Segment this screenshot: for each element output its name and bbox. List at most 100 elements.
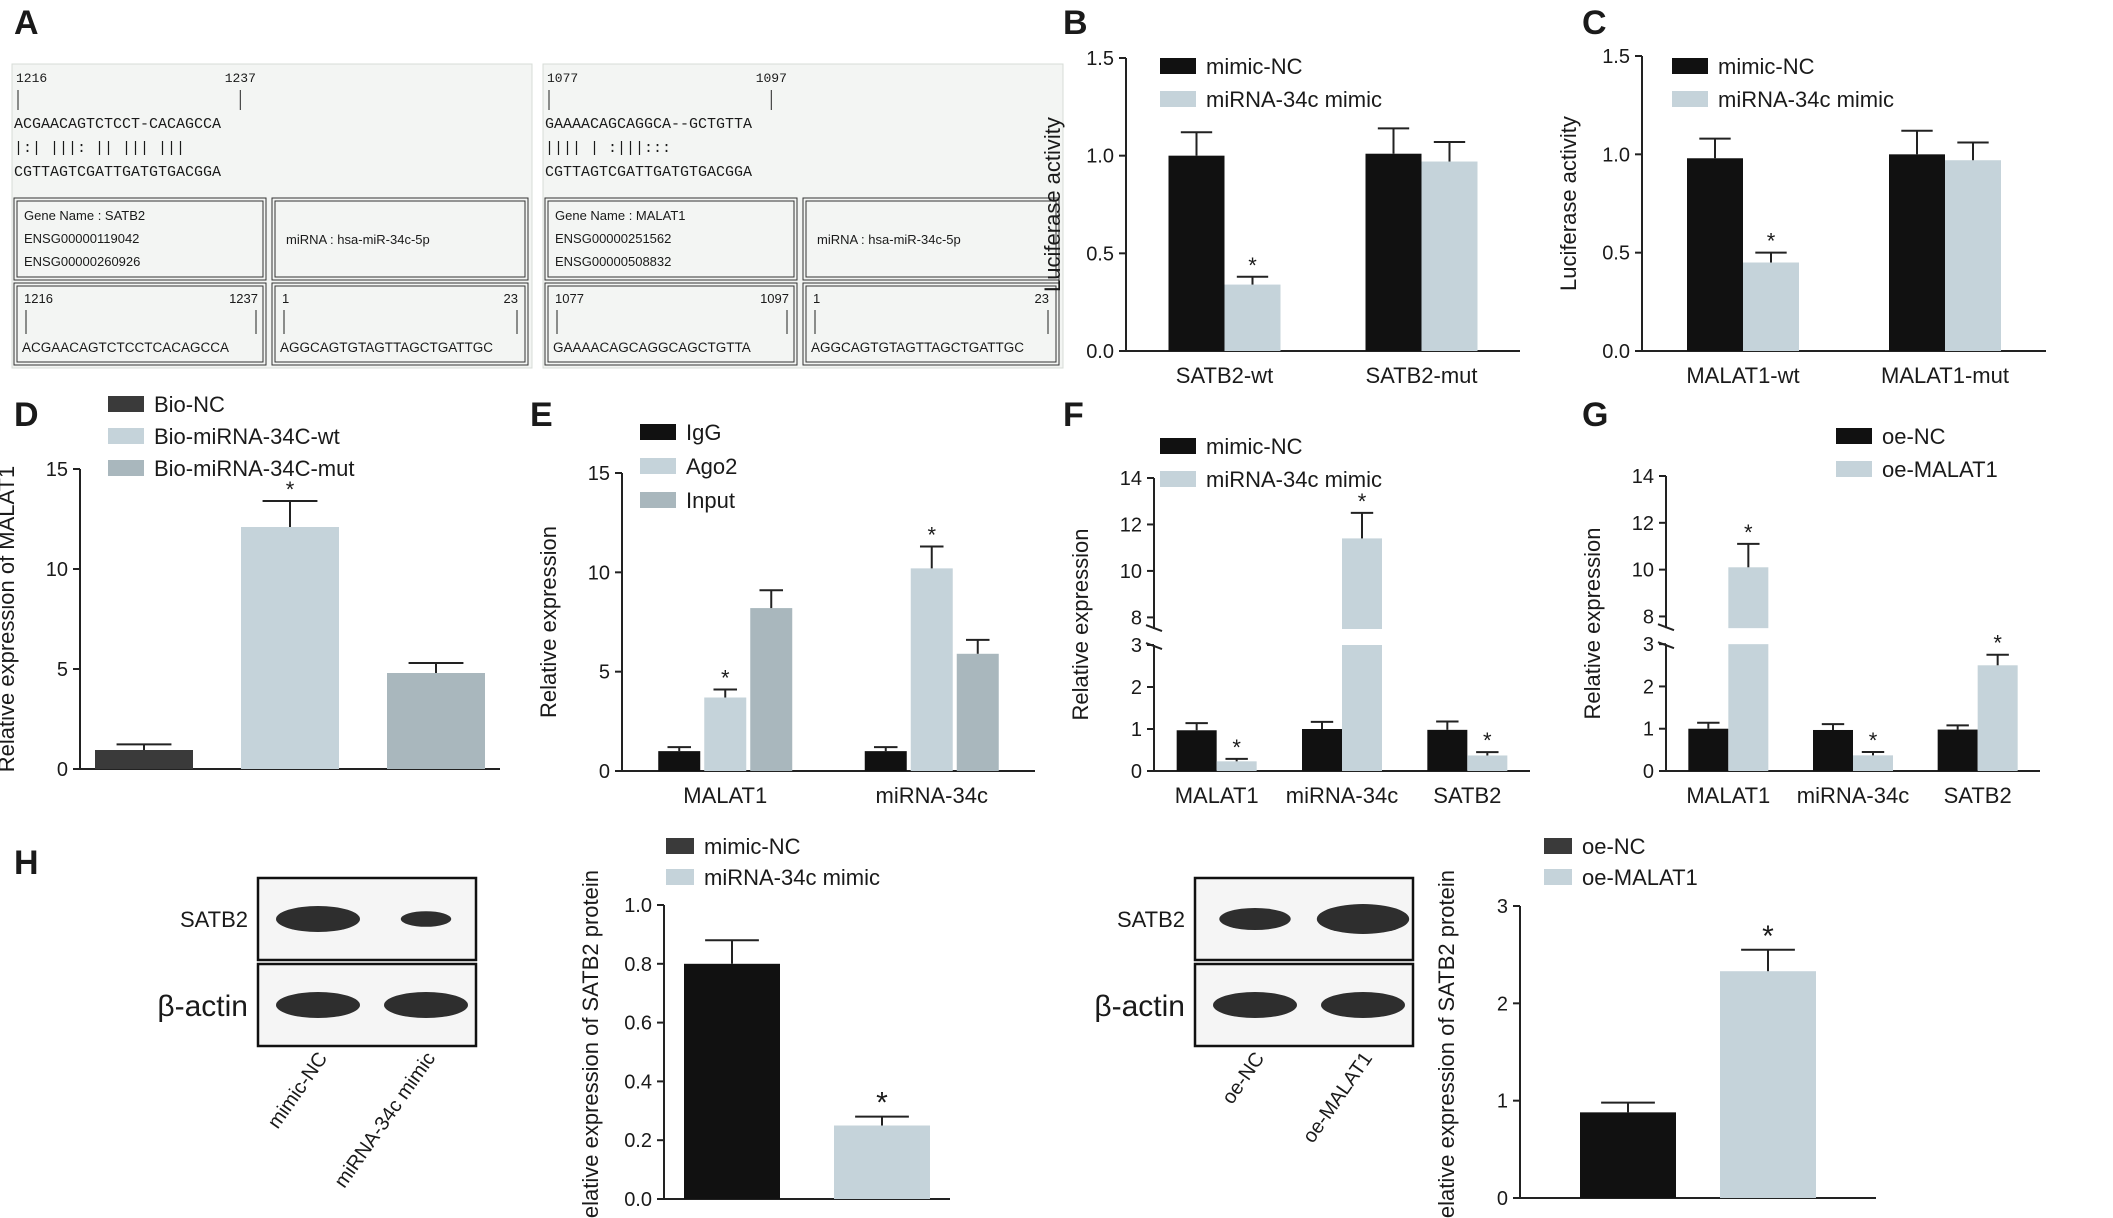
y-tick-label: 0.8 (624, 954, 652, 976)
y-tick-label: 5 (57, 659, 68, 681)
legend-swatch (640, 492, 676, 508)
bar (684, 963, 780, 1199)
legend-label: miRNA-34c mimic (1206, 87, 1382, 112)
y-tick-label: 1.5 (1086, 48, 1114, 70)
legend-swatch (640, 458, 676, 474)
y-tick-label: 1 (1131, 719, 1142, 741)
mir-end: 23 (1035, 291, 1049, 306)
bar (1302, 729, 1342, 771)
mir-start: 1 (813, 291, 820, 306)
x-tick-label: MALAT1 (1175, 783, 1259, 808)
legend-label: oe-MALAT1 (1582, 865, 1698, 890)
mirna-box-inner (805, 200, 1057, 278)
alignment-pairing: |:| |||: || ||| ||| (14, 140, 185, 157)
x-tick-label: miRNA-34c (1286, 783, 1398, 808)
legend: Bio-NC Bio-miRNA-34C-wt Bio-miRNA-34C-mut (108, 392, 354, 481)
blot-row-label: β-actin (1094, 990, 1185, 1023)
significance-star: * (1767, 229, 1776, 254)
gene-box-inner (547, 200, 795, 278)
chart-b: 0.0 0.5 1.0 1.5 Luciferase activity SATB2-wt *… (1040, 48, 1520, 388)
mirna-box (802, 197, 1060, 281)
x-tick-label: MALAT1-mut (1881, 363, 2009, 388)
y-tick-label: 2 (1643, 676, 1654, 698)
legend-label: Ago2 (686, 454, 737, 479)
significance-star: * (721, 666, 730, 691)
x-tick-label: MALAT1 (1686, 783, 1770, 808)
legend-swatch (666, 838, 694, 854)
legend: mimic-NC miRNA-34c mimic (666, 834, 880, 890)
alignment-end: 1237 (225, 71, 256, 86)
bar (1688, 728, 1729, 771)
chart-h2: 0 1 2 3 Relative expression of SATB2 protein… (1434, 834, 1876, 1218)
lane-label: mimic-NC (264, 1048, 332, 1133)
y-tick-label: 15 (46, 459, 68, 481)
y-tick-label: 0.5 (1086, 243, 1114, 265)
mir-seq-text: AGGCAGTGTAGTTAGCTGATTGC (811, 340, 1024, 355)
blot-row-label: β-actin (157, 990, 248, 1023)
gene-seq-box (13, 282, 267, 366)
legend-label: Bio-miRNA-34C-wt (154, 424, 340, 449)
legend-swatch (108, 460, 144, 476)
bar (864, 751, 907, 771)
y-tick-label: 2 (1131, 677, 1142, 699)
alignment-mirna-seq: CGTTAGTCGATTGATGTGACGGA (14, 164, 221, 181)
panel-label-e: E (530, 396, 553, 434)
axes: 0.0 0.2 0.4 0.6 0.8 1.0 Relative expression of… (578, 870, 950, 1218)
bar (1427, 729, 1468, 771)
bar (387, 673, 485, 769)
significance-star: * (927, 523, 936, 548)
bar (1813, 729, 1853, 771)
legend: oe-NC oe-MALAT1 (1836, 424, 1998, 482)
bar (658, 751, 701, 771)
lane-label: oe-MALAT1 (1299, 1048, 1377, 1147)
bar (1687, 158, 1743, 351)
legend-label: Input (686, 488, 735, 513)
seq-start: 1077 (555, 291, 584, 306)
legend: mimic-NC miRNA-34c mimic (1160, 54, 1382, 112)
axes: 0 1 2 3 Relative expression of SATB2 protein (1434, 870, 1876, 1218)
panel-label-f: F (1063, 396, 1084, 434)
x-tick-label: miRNA-34c (1797, 783, 1909, 808)
protein-band (276, 906, 360, 932)
mir-seq-box (802, 282, 1060, 366)
mirna-name: miRNA : hsa-miR-34c-5p (817, 232, 961, 247)
legend-swatch (1160, 438, 1196, 454)
panel-label-c: C (1582, 4, 1607, 42)
alignment-target-seq: ACGAACAGTCTCCT-CACAGCCA (14, 116, 221, 133)
alignment-mirna-seq: CGTTAGTCGATTGATGTGACGGA (545, 164, 752, 181)
gene-info-line: ENSG00000260926 (24, 254, 140, 269)
y-tick-label: 2 (1497, 993, 1508, 1015)
x-tick-label: MALAT1-wt (1686, 363, 1799, 388)
y-tick-label: 10 (1120, 561, 1142, 583)
y-tick-label: 3 (1643, 634, 1654, 656)
bar (1467, 755, 1508, 771)
y-axis-label: Luciferase activity (1556, 116, 1581, 291)
bar-charts: 0.0 0.5 1.0 1.5 Luciferase activity SATB2-wt *… (0, 46, 2046, 1218)
bar (834, 1125, 930, 1199)
legend-label: mimic-NC (1206, 54, 1303, 79)
gene-seq-box (544, 282, 798, 366)
gene-info-line: ENSG00000251562 (555, 231, 671, 246)
alignment-start: 1077 (547, 71, 578, 86)
y-axis-label: Luciferase activity (1040, 117, 1065, 292)
legend-label: miRNA-34c mimic (704, 865, 880, 890)
bar (1168, 155, 1225, 351)
panel-a-alignments: 1216 1237 ACGAACAGTCTCCT-CACAGCCA |:| |||:… (11, 63, 1064, 369)
bar (1216, 761, 1257, 771)
y-tick-label: 14 (1120, 468, 1142, 490)
y-tick-label: 3 (1131, 635, 1142, 657)
axis-break-upper (1145, 624, 1163, 632)
y-axis-label: Relative expression of MALAT1 (0, 466, 19, 773)
alignment-1: 1216 1237 ACGAACAGTCTCCT-CACAGCCA |:| |||:… (11, 63, 533, 369)
seq-end: 1237 (229, 291, 258, 306)
y-tick-label: 10 (46, 559, 68, 581)
significance-star: * (1744, 520, 1753, 545)
mirna-box (271, 197, 529, 281)
legend-swatch (1160, 471, 1196, 487)
legend-label: oe-NC (1882, 424, 1946, 449)
bar (1580, 1112, 1676, 1198)
mir-seq-text: AGGCAGTGTAGTTAGCTGATTGC (280, 340, 493, 355)
bar (1889, 154, 1945, 351)
gene-info-line: Gene Name : MALAT1 (555, 208, 686, 223)
